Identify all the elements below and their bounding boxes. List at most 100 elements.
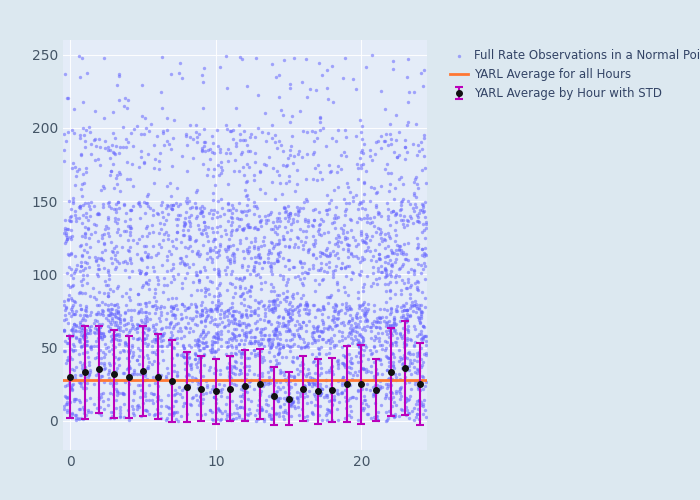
Full Rate Observations in a Normal Point [204,363,216,371]
Full Rate Observations in a Normal Point [278,342,289,350]
Full Rate Observations in a Normal Point [142,202,153,210]
Full Rate Observations in a Normal Point [109,254,120,262]
Full Rate Observations in a Normal Point [199,344,210,352]
Full Rate Observations in a Normal Point [263,300,274,308]
Full Rate Observations in a Normal Point [229,167,240,175]
Full Rate Observations in a Normal Point [71,414,82,422]
Full Rate Observations in a Normal Point [379,304,390,312]
Full Rate Observations in a Normal Point [167,402,178,410]
Full Rate Observations in a Normal Point [409,338,420,345]
Full Rate Observations in a Normal Point [97,372,108,380]
Full Rate Observations in a Normal Point [352,386,363,394]
Full Rate Observations in a Normal Point [404,414,415,422]
Full Rate Observations in a Normal Point [412,356,423,364]
Full Rate Observations in a Normal Point [272,397,284,405]
Full Rate Observations in a Normal Point [103,281,114,289]
Full Rate Observations in a Normal Point [85,128,96,136]
Full Rate Observations in a Normal Point [94,334,106,342]
Full Rate Observations in a Normal Point [115,315,126,323]
Full Rate Observations in a Normal Point [419,164,430,172]
Full Rate Observations in a Normal Point [340,234,351,242]
Full Rate Observations in a Normal Point [372,330,384,338]
Full Rate Observations in a Normal Point [218,210,230,218]
Full Rate Observations in a Normal Point [421,336,432,344]
Full Rate Observations in a Normal Point [274,344,285,352]
Full Rate Observations in a Normal Point [314,402,326,410]
Full Rate Observations in a Normal Point [105,238,116,246]
Full Rate Observations in a Normal Point [270,330,281,338]
Full Rate Observations in a Normal Point [294,204,305,212]
Full Rate Observations in a Normal Point [341,152,352,160]
Full Rate Observations in a Normal Point [351,328,363,336]
Full Rate Observations in a Normal Point [241,354,253,362]
Full Rate Observations in a Normal Point [238,328,249,336]
Full Rate Observations in a Normal Point [81,259,92,267]
Full Rate Observations in a Normal Point [316,364,327,372]
Full Rate Observations in a Normal Point [309,328,320,336]
Full Rate Observations in a Normal Point [98,312,109,320]
Full Rate Observations in a Normal Point [314,371,325,379]
Full Rate Observations in a Normal Point [390,304,401,312]
Full Rate Observations in a Normal Point [230,206,241,214]
Full Rate Observations in a Normal Point [246,238,257,246]
Full Rate Observations in a Normal Point [267,390,278,398]
Full Rate Observations in a Normal Point [386,135,397,143]
Full Rate Observations in a Normal Point [402,98,414,106]
Full Rate Observations in a Normal Point [104,347,115,355]
Full Rate Observations in a Normal Point [251,317,262,325]
Full Rate Observations in a Normal Point [202,255,213,263]
Full Rate Observations in a Normal Point [170,244,181,252]
Full Rate Observations in a Normal Point [80,310,91,318]
Full Rate Observations in a Normal Point [391,388,402,396]
Full Rate Observations in a Normal Point [146,253,157,261]
Full Rate Observations in a Normal Point [344,215,356,223]
Full Rate Observations in a Normal Point [139,376,150,384]
Full Rate Observations in a Normal Point [163,404,174,412]
Full Rate Observations in a Normal Point [141,308,152,316]
Full Rate Observations in a Normal Point [142,190,153,198]
Full Rate Observations in a Normal Point [310,353,321,361]
Full Rate Observations in a Normal Point [138,322,149,330]
Full Rate Observations in a Normal Point [332,231,344,239]
Full Rate Observations in a Normal Point [256,128,267,136]
Full Rate Observations in a Normal Point [195,398,206,406]
Full Rate Observations in a Normal Point [58,402,69,410]
Full Rate Observations in a Normal Point [211,307,223,315]
Full Rate Observations in a Normal Point [140,224,151,232]
Full Rate Observations in a Normal Point [126,375,137,383]
Full Rate Observations in a Normal Point [312,344,323,352]
Full Rate Observations in a Normal Point [169,390,181,398]
Full Rate Observations in a Normal Point [213,380,224,388]
Full Rate Observations in a Normal Point [284,394,295,402]
Full Rate Observations in a Normal Point [190,374,201,382]
Full Rate Observations in a Normal Point [281,297,292,305]
Full Rate Observations in a Normal Point [244,362,255,370]
Full Rate Observations in a Normal Point [169,311,181,319]
Full Rate Observations in a Normal Point [171,305,182,313]
Full Rate Observations in a Normal Point [295,392,306,400]
Full Rate Observations in a Normal Point [183,232,195,239]
Full Rate Observations in a Normal Point [206,348,217,356]
Full Rate Observations in a Normal Point [303,380,314,388]
Full Rate Observations in a Normal Point [302,248,314,256]
Full Rate Observations in a Normal Point [108,328,120,336]
Full Rate Observations in a Normal Point [82,224,93,232]
Full Rate Observations in a Normal Point [236,352,247,360]
Full Rate Observations in a Normal Point [326,62,337,70]
Full Rate Observations in a Normal Point [223,146,234,154]
Full Rate Observations in a Normal Point [240,374,251,382]
Full Rate Observations in a Normal Point [352,416,363,424]
Full Rate Observations in a Normal Point [390,246,401,254]
Full Rate Observations in a Normal Point [359,341,370,349]
Full Rate Observations in a Normal Point [340,262,351,270]
Full Rate Observations in a Normal Point [201,342,212,349]
Full Rate Observations in a Normal Point [76,54,88,62]
Full Rate Observations in a Normal Point [88,380,99,388]
Full Rate Observations in a Normal Point [90,354,101,362]
Full Rate Observations in a Normal Point [277,314,288,322]
Full Rate Observations in a Normal Point [135,130,146,138]
Full Rate Observations in a Normal Point [379,266,391,274]
Full Rate Observations in a Normal Point [278,394,289,402]
Full Rate Observations in a Normal Point [365,334,377,342]
Full Rate Observations in a Normal Point [193,252,204,260]
